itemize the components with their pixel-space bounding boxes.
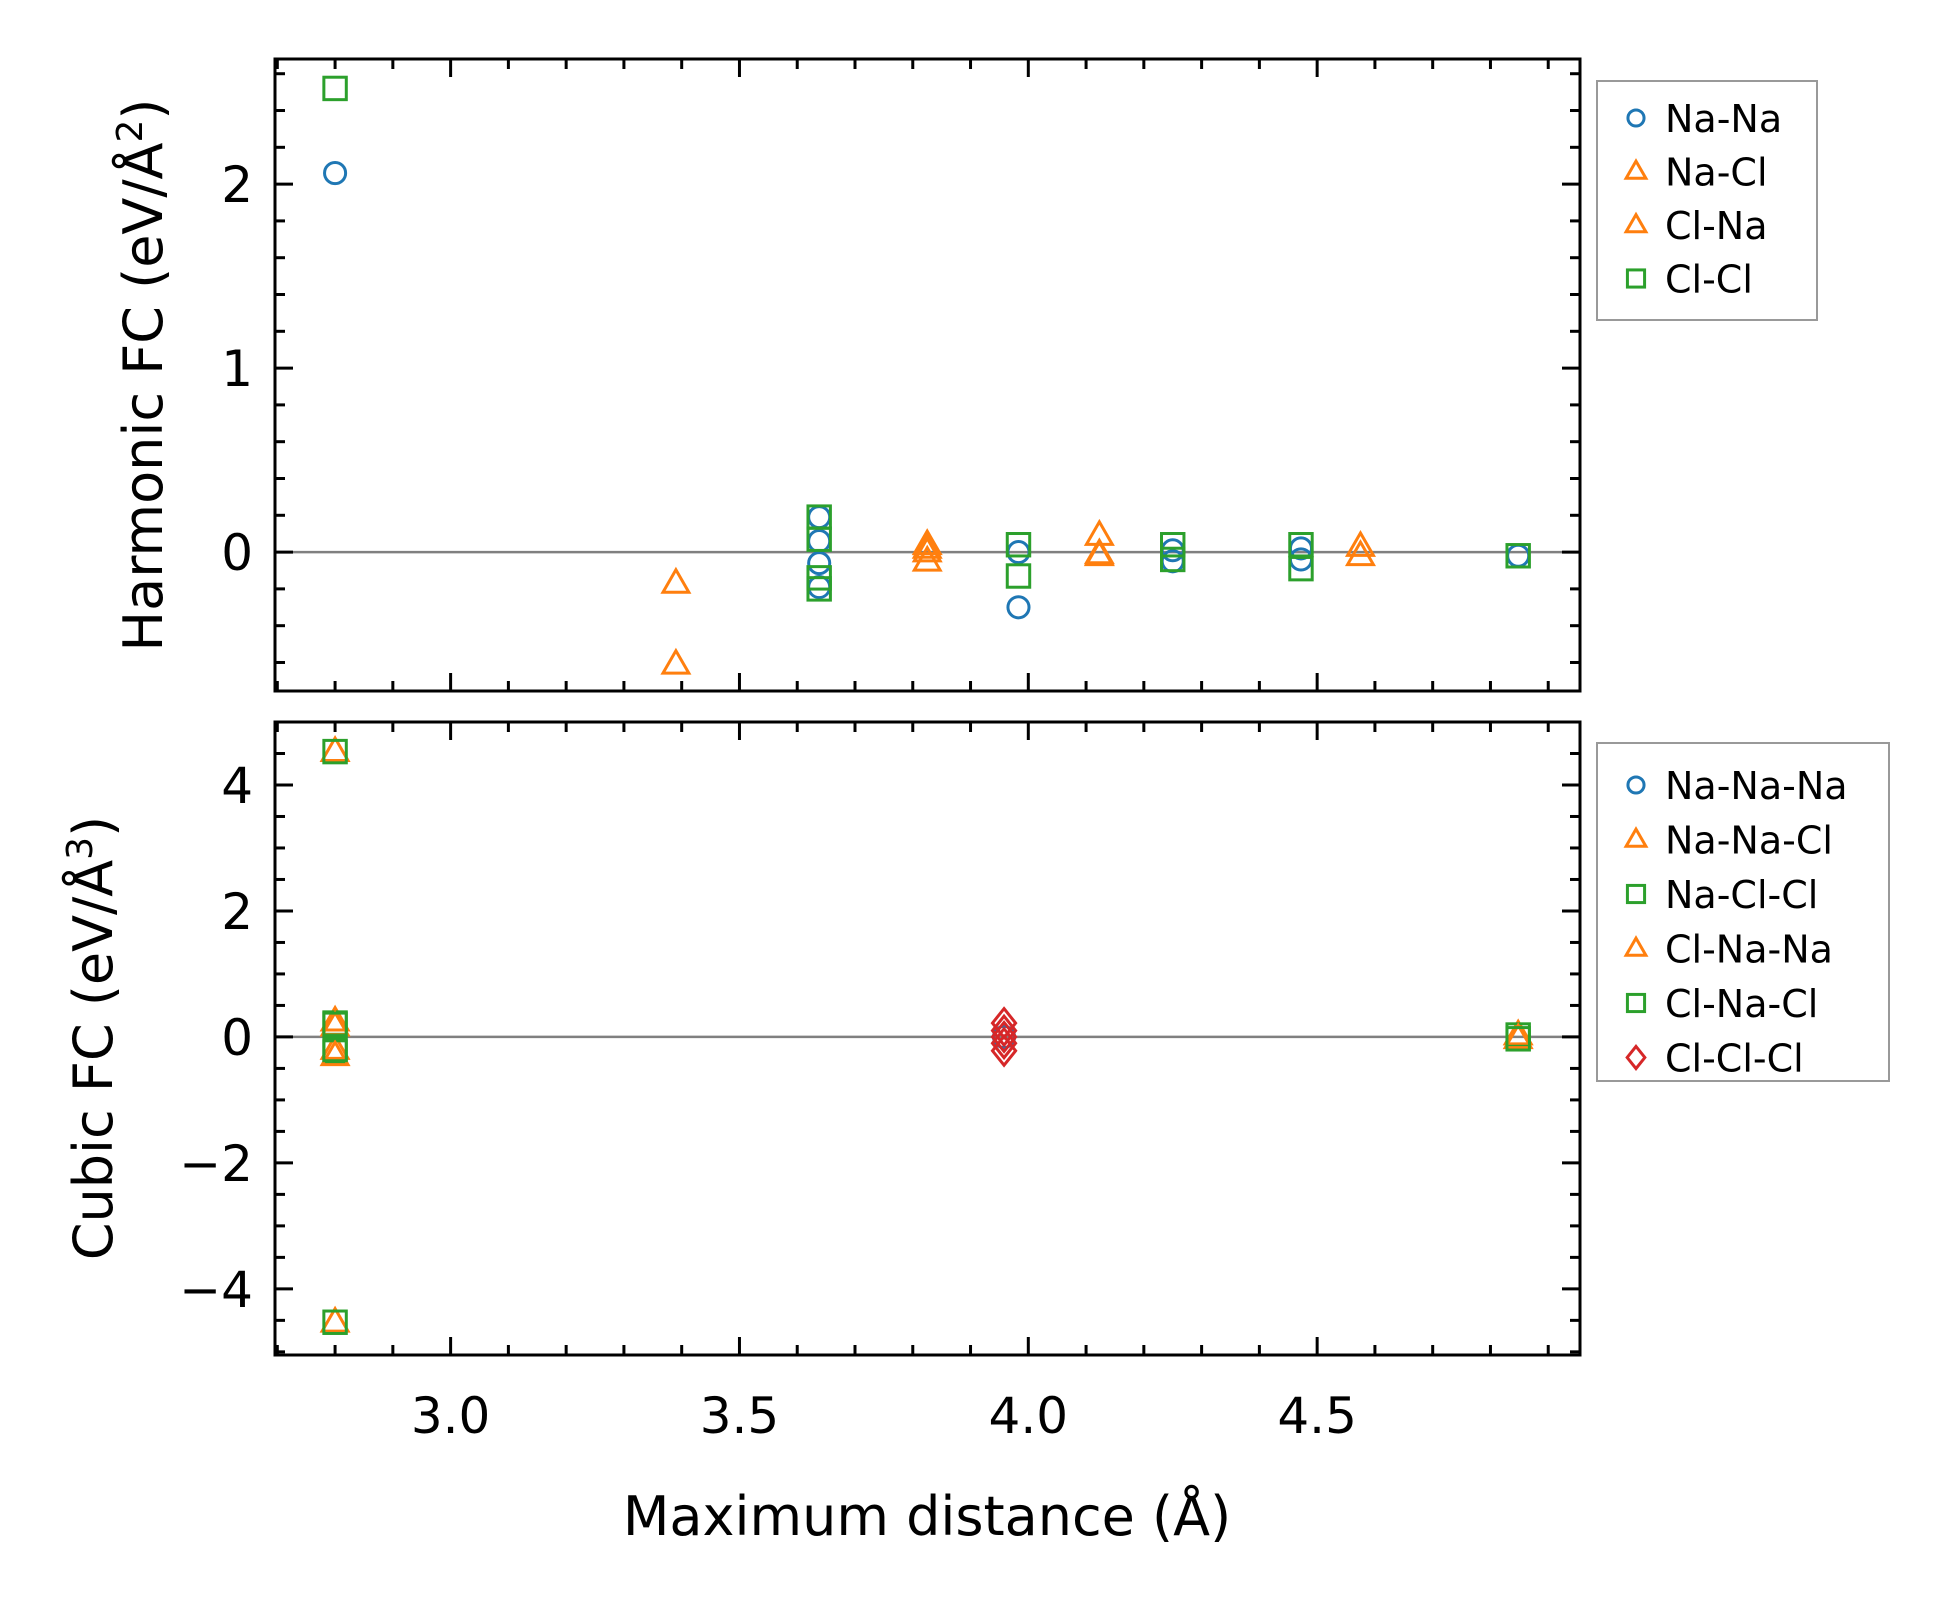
cubic-legend-label: Cl-Na-Na xyxy=(1665,928,1833,972)
cubic-point-na-na-cl xyxy=(319,1032,351,1060)
harmonic-ytick-label: 0 xyxy=(221,524,253,582)
cubic-point-na-cl-cl xyxy=(322,738,348,765)
harmonic-point-na-cl xyxy=(660,566,692,594)
cubic-legend-marker-na-na-cl xyxy=(1623,826,1649,848)
harmonic-legend-label: Na-Na xyxy=(1665,97,1782,141)
harmonic-point-na-na xyxy=(807,551,832,576)
harmonic-panel: 012 Harmonic FC (eV/Å2) Na-NaNa-ClCl-NaC… xyxy=(110,57,1818,693)
cubic-ytick-label: −2 xyxy=(179,1135,253,1193)
cubic-xtick-label: 3.0 xyxy=(411,1387,491,1445)
harmonic-ylabel-close: ) xyxy=(112,99,175,120)
cubic-point-cl-na-na xyxy=(1502,1022,1534,1050)
cubic-ytick-label: 4 xyxy=(221,757,253,815)
cubic-point-cl-na-cl xyxy=(322,1011,348,1038)
cubic-point-na-cl-cl xyxy=(322,1309,348,1335)
cubic-axes-frame xyxy=(273,720,1582,1357)
harmonic-ylabel-sup: 2 xyxy=(110,120,151,143)
harmonic-legend-label: Na-Cl xyxy=(1665,151,1768,195)
harmonic-ytick-labels: 0 1 2 xyxy=(221,156,253,582)
cubic-point-cl-na-cl xyxy=(1505,1026,1531,1052)
cubic-legend-marker-cl-na-na xyxy=(1623,935,1649,957)
cubic-point-na-na-cl xyxy=(1502,1018,1534,1046)
cubic-legend-marker-cl-na-cl xyxy=(1625,992,1647,1014)
harmonic-point-cl-cl xyxy=(1160,546,1186,573)
harmonic-axes-frame xyxy=(273,57,1582,693)
cubic-markers xyxy=(319,734,1534,1335)
harmonic-legend-marker-cl-cl xyxy=(1625,268,1647,289)
harmonic-ytick-label: 2 xyxy=(221,156,253,214)
cubic-ylabel-sup: 3 xyxy=(60,837,101,860)
harmonic-legend-label: Cl-Cl xyxy=(1665,258,1753,302)
cubic-point-cl-cl-cl xyxy=(990,1033,1018,1068)
cubic-xtick-labels: 3.0 3.5 4.0 4.5 xyxy=(411,1387,1357,1445)
harmonic-point-na-cl xyxy=(911,528,943,556)
cubic-xtick-label: 4.0 xyxy=(989,1387,1069,1445)
cubic-ylabel-main: Cubic FC (eV/Å xyxy=(61,860,125,1260)
cubic-legend-box xyxy=(1596,742,1890,1082)
harmonic-legend-box xyxy=(1596,80,1818,321)
harmonic-point-na-na xyxy=(323,161,348,186)
harmonic-point-cl-na xyxy=(1344,539,1376,567)
harmonic-point-cl-na xyxy=(911,544,943,572)
cubic-legend: Na-Na-Na Na-Na-Cl Na-Cl-Cl Cl-Na-Na Cl-Na-Cl… xyxy=(1596,742,1890,1082)
harmonic-point-cl-cl xyxy=(806,526,832,552)
cubic-point-cl-cl-cl xyxy=(990,1026,1018,1061)
harmonic-legend-marker-cl-na xyxy=(1623,211,1649,234)
cubic-point-na-na-cl xyxy=(319,1305,351,1333)
cubic-point-cl-na-cl xyxy=(322,1036,348,1063)
cubic-ytick-labels: −4 −2 0 2 4 xyxy=(179,757,253,1319)
harmonic-ticks xyxy=(275,59,1580,691)
harmonic-point-na-cl xyxy=(1344,529,1376,557)
harmonic-point-cl-cl xyxy=(1005,532,1032,558)
cubic-legend-marker-na-na-na xyxy=(1626,775,1646,795)
harmonic-legend: Na-Na Na-Cl Cl-Na Cl-Cl xyxy=(1596,80,1818,321)
harmonic-ylabel: Harmonic FC (eV/Å2) xyxy=(110,99,176,652)
harmonic-legend-marker-na-na xyxy=(1626,108,1646,128)
cubic-ticks xyxy=(275,720,1580,1355)
cubic-ytick-label: 0 xyxy=(221,1009,253,1067)
cubic-point-cl-na-na xyxy=(319,1039,351,1067)
cubic-ytick-label: −4 xyxy=(179,1261,253,1319)
harmonic-point-cl-na xyxy=(660,647,692,675)
harmonic-point-cl-na xyxy=(911,531,943,559)
harmonic-point-cl-cl xyxy=(806,576,832,602)
cubic-panel: −4 −2 0 2 4 3.0 3.5 4.0 4.5 Cubic FC (eV/Å3) Na… xyxy=(60,720,1890,1445)
x-axis-label: Maximum distance (Å) xyxy=(623,1484,1231,1548)
harmonic-point-cl-cl xyxy=(1005,563,1032,589)
cubic-xtick-label: 3.5 xyxy=(700,1387,780,1445)
cubic-legend-label: Na-Cl-Cl xyxy=(1665,873,1818,917)
harmonic-point-na-na xyxy=(1006,595,1031,620)
harmonic-ytick-label: 1 xyxy=(221,340,253,398)
cubic-legend-label: Na-Na-Cl xyxy=(1665,819,1833,863)
harmonic-point-cl-na xyxy=(1083,537,1115,565)
cubic-xtick-label: 4.5 xyxy=(1277,1387,1357,1445)
harmonic-legend-label: Cl-Na xyxy=(1665,204,1768,248)
harmonic-ylabel-main: Harmonic FC (eV/Å xyxy=(111,142,175,651)
cubic-legend-label: Cl-Cl-Cl xyxy=(1665,1037,1804,1081)
cubic-legend-marker-na-cl-cl xyxy=(1625,883,1647,905)
harmonic-point-na-cl xyxy=(911,535,943,563)
cubic-point-cl-cl-cl xyxy=(990,1013,1018,1048)
harmonic-point-cl-cl xyxy=(1505,543,1531,569)
cubic-ytick-label: 2 xyxy=(221,883,253,941)
cubic-ylabel-close: ) xyxy=(62,816,125,837)
cubic-point-na-na-cl xyxy=(319,1004,351,1032)
cubic-point-na-na-cl xyxy=(319,734,351,762)
cubic-legend-label: Na-Na-Na xyxy=(1665,764,1848,808)
cubic-legend-label: Cl-Na-Cl xyxy=(1665,982,1818,1026)
harmonic-markers xyxy=(322,75,1531,675)
cubic-point-cl-cl-cl xyxy=(990,1020,1018,1054)
cubic-legend-marker-cl-cl-cl xyxy=(1625,1044,1647,1071)
harmonic-legend-marker-na-cl xyxy=(1623,158,1649,180)
harmonic-point-cl-cl xyxy=(1160,532,1186,558)
harmonic-point-cl-cl xyxy=(322,75,348,102)
harmonic-point-cl-cl xyxy=(1288,555,1314,582)
cubic-ylabel: Cubic FC (eV/Å3) xyxy=(60,816,126,1260)
